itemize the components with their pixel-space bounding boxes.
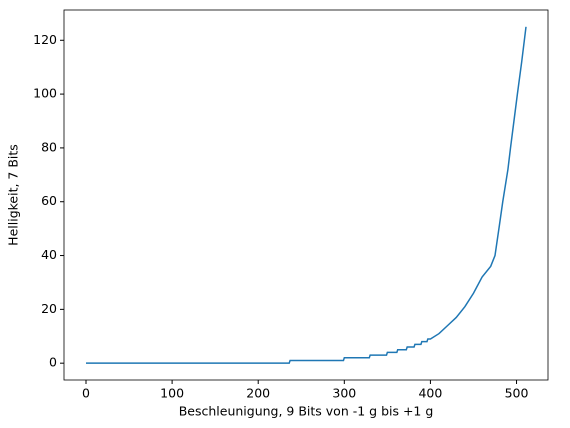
x-tick-label: 300 <box>332 386 356 401</box>
x-tick-label: 100 <box>160 386 184 401</box>
x-axis-label: Beschleunigung, 9 Bits von -1 g bis +1 g <box>179 404 434 419</box>
x-tick-label: 0 <box>82 386 90 401</box>
y-tick-label: 0 <box>49 355 57 370</box>
y-tick-label: 40 <box>41 247 57 262</box>
x-tick-label: 200 <box>246 386 270 401</box>
y-tick-label: 100 <box>33 86 57 101</box>
y-tick-label: 80 <box>41 139 57 154</box>
line <box>86 26 527 364</box>
y-tick-label: 60 <box>41 193 57 208</box>
y-tick-label: 20 <box>41 301 57 316</box>
plot-frame <box>63 9 549 381</box>
x-tick-label: 500 <box>505 386 529 401</box>
y-axis-label: Helligkeit, 7 Bits <box>6 144 21 246</box>
y-tick-label: 120 <box>33 32 57 47</box>
x-tick-label: 400 <box>418 386 442 401</box>
